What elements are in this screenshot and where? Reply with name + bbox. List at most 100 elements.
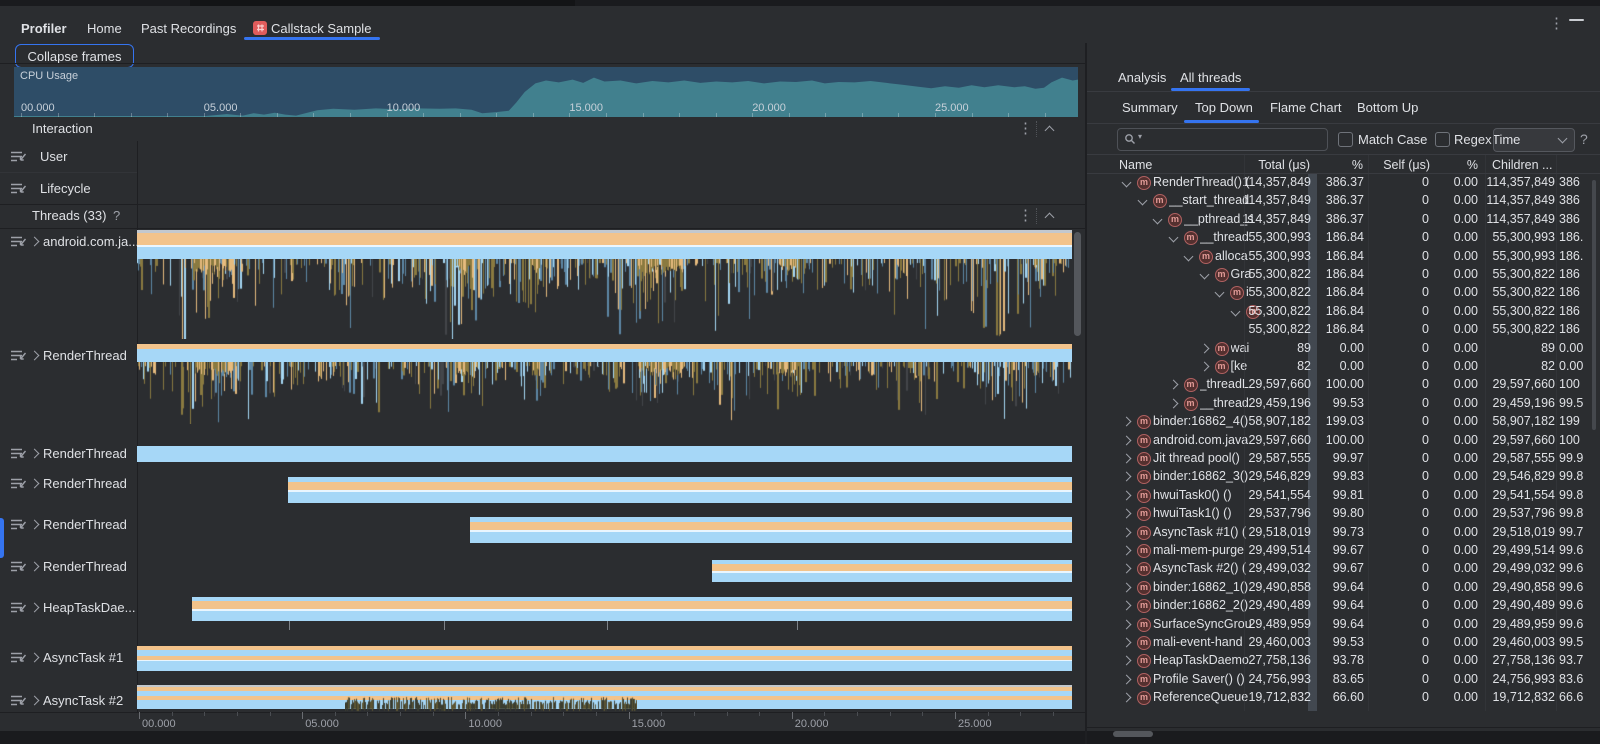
table-horizontal-scrollbar[interactable] — [1113, 731, 1153, 737]
tree-chevron-icon[interactable] — [1121, 177, 1132, 188]
thread-track-bar[interactable] — [288, 482, 1072, 490]
table-row[interactable]: m binder:16862_3() 29,546,829 99.83 0 0.00 29,… — [1087, 467, 1600, 485]
thread-track-bar[interactable] — [192, 611, 1072, 621]
track-options-icon[interactable] — [10, 476, 27, 491]
tab-summary[interactable]: Summary — [1122, 100, 1178, 115]
interaction-row-lifecycle[interactable]: Lifecycle — [0, 173, 137, 205]
table-row[interactable]: m HeapTaskDaemo 27,758,136 93.78 0 0.00 27,758… — [1087, 651, 1600, 669]
thread-track-bar[interactable] — [192, 597, 1072, 601]
threads-collapse-icon[interactable] — [1044, 212, 1055, 223]
tree-chevron-icon[interactable] — [1121, 674, 1132, 685]
thread-track-bar[interactable] — [137, 446, 1072, 462]
thread-row-label[interactable]: HeapTaskDae... — [0, 598, 137, 616]
thread-expand-chevron-icon[interactable] — [29, 478, 40, 489]
thread-row-label[interactable]: RenderThread — [0, 346, 137, 364]
table-row[interactable]: m mali-mem-purge 29,499,514 99.67 0 0.00 29,49… — [1087, 541, 1600, 559]
track-options-icon[interactable] — [10, 650, 27, 665]
table-row[interactable]: m [ke 82 0.00 0 0.00 82 0.00 — [1087, 357, 1600, 375]
thread-row-label[interactable]: AsyncTask #1 — [0, 648, 137, 666]
thread-row-label[interactable]: AsyncTask #2 — [0, 691, 137, 709]
minimize-icon[interactable] — [1569, 19, 1584, 21]
thread-track-bar[interactable] — [137, 656, 1072, 660]
table-row[interactable]: m binder:16862_1() 29,490,858 99.64 0 0.00 29,… — [1087, 578, 1600, 596]
thread-track-bar[interactable] — [192, 601, 1072, 609]
track-options-icon[interactable] — [10, 559, 27, 574]
thread-track-bar[interactable] — [288, 490, 1072, 492]
thread-flame-activity[interactable] — [137, 362, 1072, 424]
cpu-usage-chart[interactable]: CPU Usage 00.000 05.000 10.000 15.000 20.000… — [14, 67, 1078, 117]
tree-chevron-icon[interactable] — [1121, 655, 1132, 666]
thread-expand-chevron-icon[interactable] — [29, 602, 40, 613]
tree-chevron-icon[interactable] — [1168, 379, 1178, 390]
table-row[interactable]: m i 55,300,822 186.84 0 0.00 55,300,822 186 — [1087, 283, 1600, 301]
table-row[interactable]: m Jit thread pool() 29,587,555 99.97 0 0.00 29… — [1087, 449, 1600, 467]
tree-chevron-icon[interactable] — [1121, 619, 1132, 630]
tree-chevron-icon[interactable] — [1121, 453, 1132, 464]
tab-callstack-sample[interactable]: Callstack Sample — [271, 21, 372, 36]
tree-chevron-icon[interactable] — [1199, 361, 1209, 372]
table-row[interactable]: m __pthread_s 114,357,849 386.37 0 0.00 114,35… — [1087, 210, 1600, 228]
thread-expand-chevron-icon[interactable] — [29, 448, 40, 459]
regex-checkbox[interactable] — [1435, 132, 1450, 147]
table-row[interactable]: m ReferenceQueue 19,712,832 66.60 0 0.00 19,71… — [1087, 688, 1600, 706]
track-options-icon[interactable] — [10, 149, 27, 164]
thread-expand-chevron-icon[interactable] — [29, 652, 40, 663]
table-row[interactable]: m hwuiTask1() () 29,537,796 99.80 0 0.00 29,53… — [1087, 504, 1600, 522]
track-options-icon[interactable] — [10, 446, 27, 461]
thread-track-bar[interactable] — [137, 247, 1072, 259]
table-row[interactable]: 55,300,822 186.84 0 0.00 55,300,822 186 — [1087, 320, 1600, 338]
table-row[interactable]: m _threadL 29,597,660 100.00 0 0.00 29,597,660… — [1087, 375, 1600, 393]
tab-flame-chart[interactable]: Flame Chart — [1270, 100, 1342, 115]
tree-chevron-icon[interactable] — [1121, 508, 1132, 519]
thread-flame-activity[interactable] — [137, 259, 1072, 339]
thread-expand-chevron-icon[interactable] — [29, 350, 40, 361]
interaction-collapse-icon[interactable] — [1044, 125, 1055, 136]
tree-chevron-icon[interactable] — [1121, 416, 1132, 427]
table-row[interactable]: m AsyncTask #2() (29,499,032 99.67 0 0.00 29,… — [1087, 559, 1600, 577]
tree-chevron-icon[interactable] — [1121, 563, 1132, 574]
tree-chevron-icon[interactable] — [1121, 471, 1132, 482]
thread-track-bar[interactable] — [192, 609, 1072, 611]
threads-help-icon[interactable]: ? — [113, 208, 121, 223]
thread-track-bar[interactable] — [712, 560, 1072, 564]
tree-chevron-icon[interactable] — [1121, 692, 1132, 703]
table-row[interactable]: m __start_thread 114,357,849 386.37 0 0.00 114… — [1087, 191, 1600, 209]
tree-chevron-icon[interactable] — [1121, 637, 1132, 648]
thread-track-bar[interactable] — [137, 650, 1072, 656]
thread-track-bar[interactable] — [712, 564, 1072, 571]
track-options-icon[interactable] — [10, 693, 27, 708]
tab-top-down[interactable]: Top Down — [1195, 100, 1253, 115]
threads-section-header[interactable]: Threads (33) ? ⋮ — [0, 204, 1085, 228]
more-options-icon[interactable]: ⋮ — [1549, 15, 1564, 32]
thread-track-bar[interactable] — [137, 646, 1072, 650]
thread-track-bar[interactable] — [470, 522, 1072, 530]
thread-track-bar[interactable] — [470, 517, 1072, 522]
thread-track-bar[interactable] — [712, 571, 1072, 573]
table-row[interactable]: m RenderThread() (114,357,849 386.37 0 0.00 1… — [1087, 173, 1600, 191]
thread-track-bar[interactable] — [137, 233, 1072, 245]
filter-help-icon[interactable]: ? — [1580, 131, 1588, 147]
thread-expand-chevron-icon[interactable] — [29, 519, 40, 530]
thread-track-bar[interactable] — [137, 230, 1072, 233]
thread-track-bar[interactable] — [137, 661, 1072, 671]
table-row[interactable]: m alloca 55,300,993 186.84 0 0.00 55,300,993 18… — [1087, 247, 1600, 265]
table-row[interactable]: m binder:16862_2() 29,490,489 99.64 0 0.00 29,… — [1087, 596, 1600, 614]
table-row[interactable]: m SurfaceSyncGrou 29,489,959 99.64 0 0.00 29,4… — [1087, 615, 1600, 633]
table-header[interactable]: Name Total (μs) % Self (μs) % Children .… — [1087, 155, 1600, 173]
track-options-icon[interactable] — [10, 234, 27, 249]
table-vertical-scrollbar[interactable] — [1592, 180, 1596, 430]
tree-chevron-icon[interactable] — [1121, 600, 1132, 611]
thread-row-label[interactable]: RenderThread — [0, 474, 137, 492]
thread-track-bar[interactable] — [137, 660, 1072, 661]
thread-expand-chevron-icon[interactable] — [29, 236, 40, 247]
table-row[interactable]: m hwuiTask0() () 29,541,554 99.81 0 0.00 29,54… — [1087, 486, 1600, 504]
thread-row-label[interactable]: android.com.ja... — [0, 232, 139, 250]
tab-past-recordings[interactable]: Past Recordings — [141, 21, 237, 36]
tree-chevron-icon[interactable] — [1230, 306, 1240, 317]
tab-home[interactable]: Home — [87, 21, 122, 36]
tab-all-threads[interactable]: All threads — [1180, 70, 1242, 85]
thread-track-bar[interactable] — [712, 573, 1072, 582]
tree-chevron-icon[interactable] — [1168, 398, 1178, 409]
tree-chevron-icon[interactable] — [1183, 251, 1194, 262]
